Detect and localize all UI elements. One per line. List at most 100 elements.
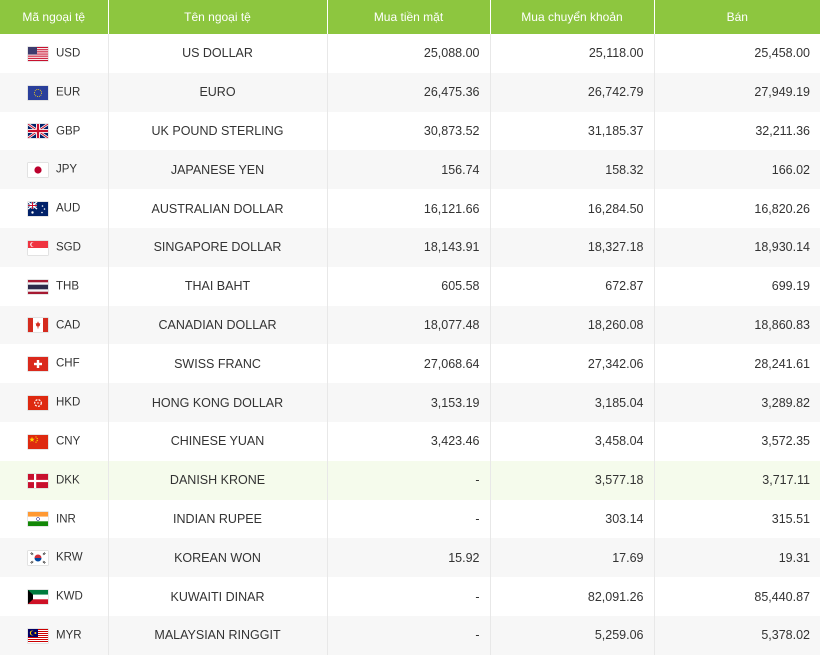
cash-buy-rate: 30,873.52 [327,111,491,151]
flag-hk-icon [28,396,48,410]
flag-sg-icon [28,241,48,255]
cash-buy-rate: 18,143.91 [327,227,491,267]
currency-code: USD [56,47,81,60]
header-transfer-buy: Mua chuyển khoản [490,0,655,34]
flag-kw-icon [28,590,48,604]
header-sell: Bán [654,0,820,34]
currency-code: MYR [56,629,82,642]
flag-jp-icon [28,163,48,177]
cash-buy-rate: 3,423.46 [327,421,491,461]
currency-name: CANADIAN DOLLAR [108,305,328,345]
table-row: CHF SWISS FRANC 27,068.64 27,342.06 28,241.6… [0,344,820,384]
currency-code-cell: MYR [0,615,109,655]
table-row: EUR EURO 26,475.36 26,742.79 27,949.19 [0,72,820,112]
currency-name: JAPANESE YEN [108,150,328,190]
currency-name: EURO [108,72,328,112]
cash-buy-rate: - [327,499,491,539]
transfer-buy-rate: 31,185.37 [490,111,655,151]
currency-code-cell: THB [0,266,109,306]
flag-my-icon [28,629,48,643]
currency-code: KWD [56,590,83,603]
table-row: KWD KUWAITI DINAR -82,091.26 85,440.87 [0,577,820,616]
flag-ch-icon [28,357,48,371]
flag-dk-icon [28,474,48,488]
currency-code-cell: USD [0,34,109,73]
currency-code-cell: SGD [0,227,109,267]
currency-code: AUD [56,202,81,215]
header-currency-code: Mã ngoại tệ [0,0,109,34]
table-row: DKK DANISH KRONE -3,577.18 3,717.11 [0,460,820,500]
transfer-buy-rate: 17.69 [490,538,655,578]
transfer-buy-rate: 82,091.26 [490,577,655,616]
sell-rate: 3,289.82 [654,383,820,422]
currency-code: DKK [56,474,80,487]
currency-name: SWISS FRANC [108,344,328,384]
currency-name: CHINESE YUAN [108,421,328,461]
currency-code-cell: JPY [0,150,109,190]
flag-cn-icon [28,435,48,449]
flag-in-icon [28,512,48,526]
currency-code-cell: DKK [0,460,109,500]
currency-code: JPY [56,164,78,177]
currency-name: INDIAN RUPEE [108,499,328,539]
cash-buy-rate: - [327,460,491,500]
currency-code-cell: KRW [0,538,109,578]
currency-code-cell: AUD [0,189,109,228]
sell-rate: 28,241.61 [654,344,820,384]
table-row: CAD CANADIAN DOLLAR 18,077.48 18,260.08 18,8… [0,305,820,345]
cash-buy-rate: 26,475.36 [327,72,491,112]
sell-rate: 166.02 [654,150,820,190]
currency-code-cell: KWD [0,577,109,616]
transfer-buy-rate: 303.14 [490,499,655,539]
flag-au-icon [28,202,48,216]
currency-code: KRW [56,552,83,565]
currency-code: SGD [56,241,81,254]
table-row: AUD AUSTRALIAN DOLLAR 16,121.66 16,284.50 16… [0,189,820,228]
cash-buy-rate: 156.74 [327,150,491,190]
table-row: MYR MALAYSIAN RINGGIT -5,259.06 5,378.02 [0,615,820,655]
transfer-buy-rate: 25,118.00 [490,34,655,73]
header-cash-buy: Mua tiền mặt [327,0,491,34]
table-header-row: Mã ngoại tệ Tên ngoại tệ Mua tiền mặt Mu… [0,0,820,34]
table-row: THB THAI BAHT 605.58 672.87 699.19 [0,266,820,306]
currency-code-cell: EUR [0,72,109,112]
transfer-buy-rate: 18,327.18 [490,227,655,267]
cash-buy-rate: 3,153.19 [327,383,491,422]
currency-code: GBP [56,125,81,138]
flag-kr-icon [28,551,48,565]
flag-gb-icon [28,124,48,138]
sell-rate: 3,572.35 [654,421,820,461]
currency-name: THAI BAHT [108,266,328,306]
transfer-buy-rate: 672.87 [490,266,655,306]
currency-name: KUWAITI DINAR [108,577,328,616]
currency-name: KOREAN WON [108,538,328,578]
currency-code: INR [56,513,76,526]
currency-name: MALAYSIAN RINGGIT [108,615,328,655]
currency-code: CAD [56,319,81,332]
table-row: USD US DOLLAR 25,088.00 25,118.00 25,458.00 [0,34,820,73]
cash-buy-rate: 605.58 [327,266,491,306]
table-row: SGD SINGAPORE DOLLAR 18,143.91 18,327.18 18,… [0,227,820,267]
sell-rate: 3,717.11 [654,460,820,500]
currency-name: UK POUND STERLING [108,111,328,151]
sell-rate: 16,820.26 [654,189,820,228]
currency-name: US DOLLAR [108,34,328,73]
sell-rate: 18,930.14 [654,227,820,267]
cash-buy-rate: 25,088.00 [327,34,491,73]
transfer-buy-rate: 3,577.18 [490,460,655,500]
table-row: HKD HONG KONG DOLLAR 3,153.19 3,185.04 3,289… [0,383,820,422]
cash-buy-rate: 16,121.66 [327,189,491,228]
sell-rate: 699.19 [654,266,820,306]
table-row: KRW KOREAN WON 15.92 17.69 19.31 [0,538,820,578]
transfer-buy-rate: 16,284.50 [490,189,655,228]
transfer-buy-rate: 3,185.04 [490,383,655,422]
sell-rate: 315.51 [654,499,820,539]
table-row: JPY JAPANESE YEN 156.74 158.32 166.02 [0,150,820,190]
currency-code: HKD [56,396,81,409]
flag-ca-icon [28,318,48,332]
transfer-buy-rate: 26,742.79 [490,72,655,112]
currency-name: DANISH KRONE [108,460,328,500]
sell-rate: 32,211.36 [654,111,820,151]
transfer-buy-rate: 5,259.06 [490,615,655,655]
currency-code-cell: HKD [0,383,109,422]
